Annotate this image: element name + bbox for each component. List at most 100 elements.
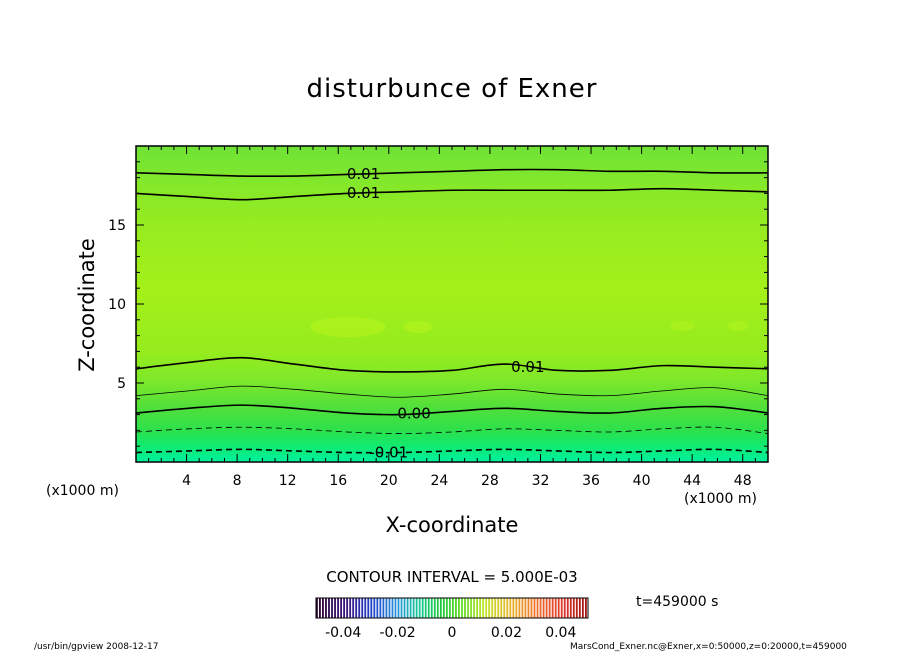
contour-line — [135, 404, 769, 416]
x-tick-label: 4 — [182, 473, 191, 489]
x-tick-label: 20 — [380, 473, 398, 489]
x-axis-unit-right: (x1000 m) — [684, 491, 757, 507]
x-tick-label: 24 — [430, 473, 448, 489]
footer-command: /usr/bin/gpview 2008-12-17 — [34, 642, 159, 652]
colorbar-cell — [340, 598, 342, 618]
colorbar-cell — [560, 598, 563, 618]
x-tick-label: 28 — [481, 473, 499, 489]
colorbar-frame — [315, 597, 589, 619]
field-patch — [670, 321, 694, 331]
colorbar-cell — [473, 598, 475, 618]
colorbar-cell — [494, 598, 497, 618]
colorbar-cell — [403, 598, 406, 618]
colorbar-cell — [334, 598, 336, 618]
colorbar-tick-label: -0.02 — [379, 625, 415, 641]
contour-label: -0.01 — [369, 444, 408, 462]
colorbar-cell — [319, 598, 321, 618]
colorbar-cell — [379, 598, 382, 618]
colorbar-cell — [382, 598, 385, 618]
contour-line — [135, 356, 769, 373]
contour-line — [135, 385, 769, 398]
colorbar-tick-label: 0.02 — [491, 625, 522, 641]
colorbar-cell — [388, 598, 391, 618]
colorbar-cell — [512, 598, 515, 618]
colorbar-cell — [515, 598, 518, 618]
colorbar-cell — [488, 598, 491, 618]
colorbar-cell — [563, 598, 566, 618]
x-tick-label: 32 — [532, 473, 550, 489]
contour-label: 0.01 — [511, 358, 544, 376]
colorbar-cell — [452, 598, 454, 618]
colorbar-cell — [584, 598, 587, 618]
colorbar-cell — [497, 598, 500, 618]
colorbar-cell — [476, 598, 478, 618]
colorbar-cell — [581, 598, 584, 618]
colorbar-cell — [557, 598, 560, 618]
colorbar-cell — [551, 598, 554, 618]
colorbar-cell — [464, 598, 466, 618]
contour-label: 0.01 — [347, 184, 380, 202]
colorbar-cell — [530, 598, 533, 618]
colorbar-cell — [427, 598, 430, 618]
colorbar-tick-label: -0.04 — [325, 625, 361, 641]
colorbar-cell — [349, 598, 352, 618]
plot-area — [136, 146, 768, 462]
colorbar-cell — [376, 598, 379, 618]
colorbar-cell — [442, 598, 445, 618]
colorbar-cell — [569, 598, 572, 618]
x-tick-label: 44 — [683, 473, 701, 489]
contour-line — [135, 426, 769, 434]
x-axis-label: X-coordinate — [385, 513, 519, 537]
colorbar-cell — [394, 598, 397, 618]
colorbar-cell — [509, 598, 512, 618]
colorbar-cell — [554, 598, 557, 618]
x-tick-label: 12 — [279, 473, 297, 489]
colorbar-cell — [448, 598, 451, 618]
colorbar-cell — [385, 598, 388, 618]
colorbar-cell — [352, 598, 355, 618]
colorbar-tick-label: 0.04 — [545, 625, 576, 641]
colorbar-cell — [578, 598, 581, 618]
field-patch — [404, 321, 432, 333]
colorbar-cell — [367, 598, 370, 618]
colorbar-cell — [412, 598, 415, 618]
colorbar-cell — [361, 598, 364, 618]
colorbar-cell — [479, 598, 482, 618]
contour-interval-label: CONTOUR INTERVAL = 5.000E-03 — [326, 568, 578, 586]
colorbar-cell — [572, 598, 575, 618]
colorbar-cell — [445, 598, 448, 618]
colorbar-cell — [545, 598, 548, 618]
colorbar-cell — [566, 598, 569, 618]
colorbar-cell — [337, 598, 339, 618]
colorbar-cell — [524, 598, 527, 618]
x-tick-label: 48 — [734, 473, 752, 489]
colorbar-cell — [346, 598, 349, 618]
colorbar-cell — [355, 598, 358, 618]
y-tick-label: 10 — [108, 297, 126, 313]
y-tick-label: 15 — [108, 218, 126, 234]
colorbar-cell — [467, 598, 469, 618]
colorbar-cell — [322, 598, 324, 618]
colorbar-cell — [461, 598, 463, 618]
colorbar-cell — [358, 598, 361, 618]
colorbar-cell — [325, 598, 327, 618]
colorbar-cell — [343, 598, 346, 618]
field-patch — [310, 317, 386, 337]
colorbar-tick-label: 0 — [448, 625, 457, 641]
contour-label: 0.00 — [397, 405, 430, 423]
colorbar-cell — [485, 598, 488, 618]
colorbar-cell — [433, 598, 436, 618]
colorbar-cell — [500, 598, 503, 618]
colorbar-cell — [424, 598, 427, 618]
colorbar-cell — [400, 598, 403, 618]
colorbar-cell — [328, 598, 330, 618]
colorbar-cell — [415, 598, 418, 618]
colorbar-cell — [370, 598, 373, 618]
colorbar-cell — [539, 598, 542, 618]
field-patch — [728, 321, 748, 331]
colorbar-cell — [527, 598, 530, 618]
x-axis-unit-left: (x1000 m) — [46, 483, 119, 499]
colorbar-cell — [455, 598, 457, 618]
colorbar-cell — [316, 598, 318, 618]
